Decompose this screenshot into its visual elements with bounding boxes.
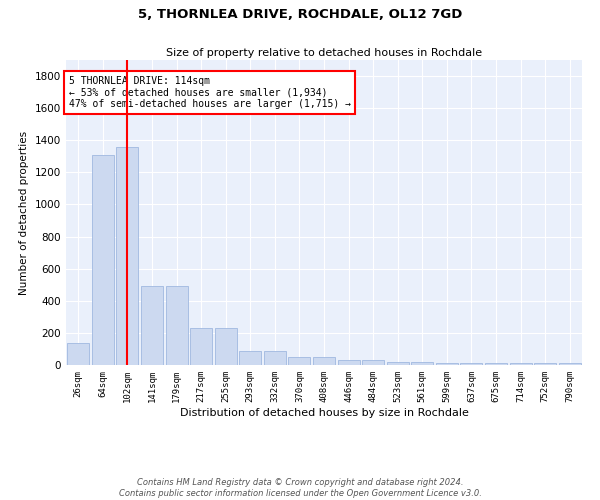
Bar bbox=[534, 364, 556, 365]
Bar bbox=[141, 286, 163, 365]
Bar bbox=[386, 362, 409, 365]
Bar bbox=[485, 364, 507, 365]
Bar bbox=[509, 364, 532, 365]
Bar bbox=[215, 328, 237, 365]
Bar bbox=[313, 357, 335, 365]
Text: 5, THORNLEA DRIVE, ROCHDALE, OL12 7GD: 5, THORNLEA DRIVE, ROCHDALE, OL12 7GD bbox=[138, 8, 462, 20]
Bar bbox=[166, 286, 188, 365]
Bar bbox=[460, 362, 482, 365]
Bar bbox=[362, 360, 384, 365]
Bar bbox=[67, 342, 89, 365]
Text: Contains HM Land Registry data © Crown copyright and database right 2024.
Contai: Contains HM Land Registry data © Crown c… bbox=[119, 478, 481, 498]
Title: Size of property relative to detached houses in Rochdale: Size of property relative to detached ho… bbox=[166, 48, 482, 58]
Text: 5 THORNLEA DRIVE: 114sqm
← 53% of detached houses are smaller (1,934)
47% of sem: 5 THORNLEA DRIVE: 114sqm ← 53% of detach… bbox=[68, 76, 350, 110]
Bar bbox=[436, 362, 458, 365]
Bar bbox=[92, 154, 114, 365]
Bar bbox=[411, 362, 433, 365]
Bar bbox=[239, 350, 262, 365]
Bar bbox=[116, 146, 139, 365]
X-axis label: Distribution of detached houses by size in Rochdale: Distribution of detached houses by size … bbox=[179, 408, 469, 418]
Y-axis label: Number of detached properties: Number of detached properties bbox=[19, 130, 29, 294]
Bar bbox=[289, 357, 310, 365]
Bar bbox=[559, 364, 581, 365]
Bar bbox=[264, 350, 286, 365]
Bar bbox=[338, 360, 359, 365]
Bar bbox=[190, 328, 212, 365]
